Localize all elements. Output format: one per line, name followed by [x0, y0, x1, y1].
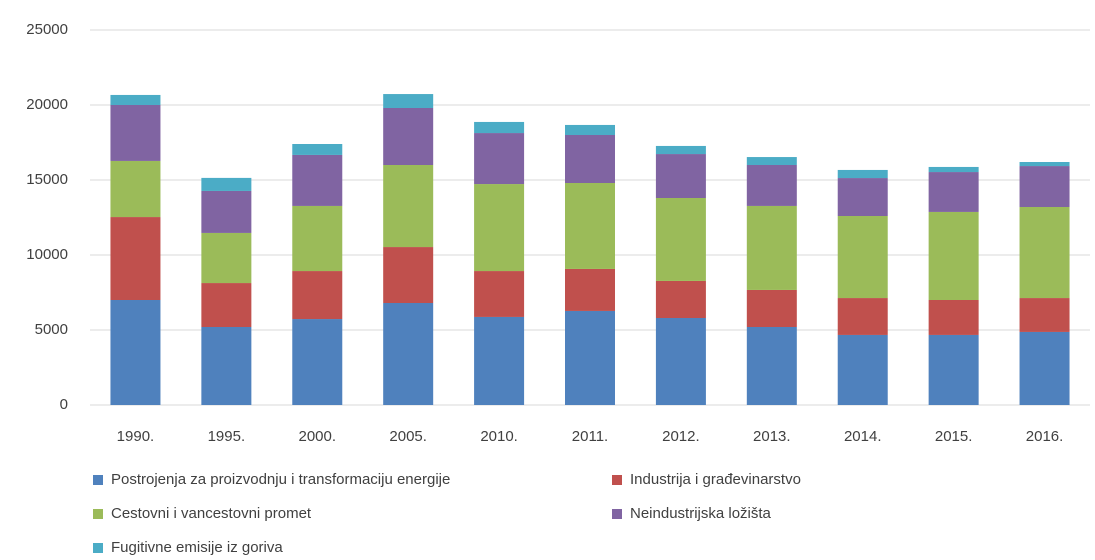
x-tick-label: 1995. — [208, 428, 246, 445]
x-tick-label: 2012. — [662, 428, 700, 445]
bar-segment — [837, 178, 888, 216]
bar-segment — [655, 145, 706, 155]
y-tick-label: 15000 — [26, 171, 68, 188]
bar-segment — [474, 121, 525, 134]
x-tick-label: 1990. — [117, 428, 155, 445]
bar-segment — [1019, 298, 1070, 332]
y-tick-label: 20000 — [26, 96, 68, 113]
bar-segment — [201, 190, 252, 233]
legend-label: Postrojenja za proizvodnju i transformac… — [111, 471, 450, 488]
x-tick-label: 2016. — [1026, 428, 1064, 445]
bar-segment — [383, 165, 434, 248]
bar-segment — [110, 94, 161, 105]
bar-segment — [1019, 162, 1070, 167]
x-tick-label: 2005. — [389, 428, 427, 445]
legend-label: Cestovni i vancestovni promet — [111, 505, 312, 522]
bar-segment — [292, 271, 343, 320]
bar-segment — [1019, 166, 1070, 207]
bar-segment — [928, 166, 979, 173]
bar-segment — [383, 303, 434, 405]
bar-segment — [655, 198, 706, 281]
bar-segment — [746, 289, 797, 327]
bar-segment — [474, 316, 525, 405]
bar-segment — [292, 144, 343, 155]
bar-segment — [110, 105, 161, 161]
bar-segment — [292, 154, 343, 206]
bar-segment — [837, 334, 888, 405]
legend-swatch — [93, 509, 103, 519]
bar-segment — [565, 183, 615, 269]
bar-segment — [837, 169, 888, 179]
bar-segment — [928, 172, 979, 212]
bar-segment — [292, 319, 343, 405]
bar-segment — [837, 216, 888, 299]
bar-segment — [655, 280, 706, 318]
bar-segment — [655, 318, 706, 405]
bar-segment — [474, 271, 525, 317]
bar-segment — [110, 160, 161, 218]
x-tick-label: 2000. — [298, 428, 336, 445]
bar-segment — [110, 217, 161, 300]
y-tick-label: 0 — [60, 396, 68, 413]
bar-segment — [201, 232, 252, 284]
bar-segment — [474, 184, 525, 272]
bar-segment — [928, 211, 979, 300]
legend-swatch — [612, 475, 622, 485]
bar-segment — [474, 133, 525, 185]
y-tick-label: 25000 — [26, 21, 68, 38]
y-tick-label: 5000 — [35, 321, 68, 338]
legend-label: Neindustrijska ložišta — [630, 505, 772, 522]
bar-segment — [928, 334, 979, 405]
x-tick-label: 2015. — [935, 428, 973, 445]
bar-segment — [201, 327, 252, 405]
bar-segment — [565, 124, 615, 135]
bar-segment — [655, 154, 706, 198]
x-tick-label: 2014. — [844, 428, 882, 445]
bar-segment — [746, 327, 797, 405]
bar-segment — [383, 94, 434, 108]
legend-label: Industrija i građevinarstvo — [630, 471, 801, 488]
bar-segment — [565, 310, 615, 405]
legend-label: Fugitivne emisije iz goriva — [111, 539, 283, 556]
bar-segment — [1019, 331, 1070, 405]
legend-swatch — [93, 543, 103, 553]
bar-segment — [837, 298, 888, 335]
bar-segment — [746, 165, 797, 206]
bar-segment — [383, 247, 434, 303]
bar-segment — [201, 177, 252, 191]
bar-segment — [383, 108, 434, 165]
bar-segment — [110, 300, 161, 405]
x-tick-label: 2010. — [480, 428, 518, 445]
bar-segment — [1019, 207, 1070, 299]
x-tick-label: 2011. — [572, 428, 608, 445]
y-tick-label: 10000 — [26, 246, 68, 263]
bar-segment — [746, 205, 797, 290]
bar-segment — [746, 157, 797, 165]
bar-segment — [565, 135, 615, 183]
bar-segment — [928, 300, 979, 335]
bar-segment — [565, 268, 615, 311]
bar-segment — [292, 205, 343, 272]
x-tick-label: 2013. — [753, 428, 791, 445]
bar-segment — [201, 283, 252, 327]
legend-swatch — [93, 475, 103, 485]
legend-swatch — [612, 509, 622, 519]
